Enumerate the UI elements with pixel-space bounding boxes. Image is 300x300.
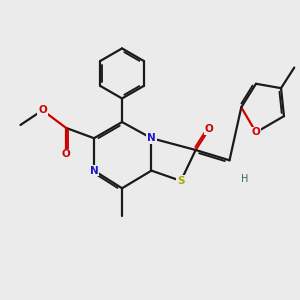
Text: O: O — [252, 127, 260, 137]
Text: O: O — [38, 105, 47, 115]
Text: H: H — [241, 174, 248, 184]
Text: O: O — [62, 149, 70, 159]
Text: N: N — [90, 166, 98, 176]
Text: N: N — [147, 133, 156, 143]
Text: O: O — [205, 124, 213, 134]
Text: S: S — [177, 176, 185, 186]
